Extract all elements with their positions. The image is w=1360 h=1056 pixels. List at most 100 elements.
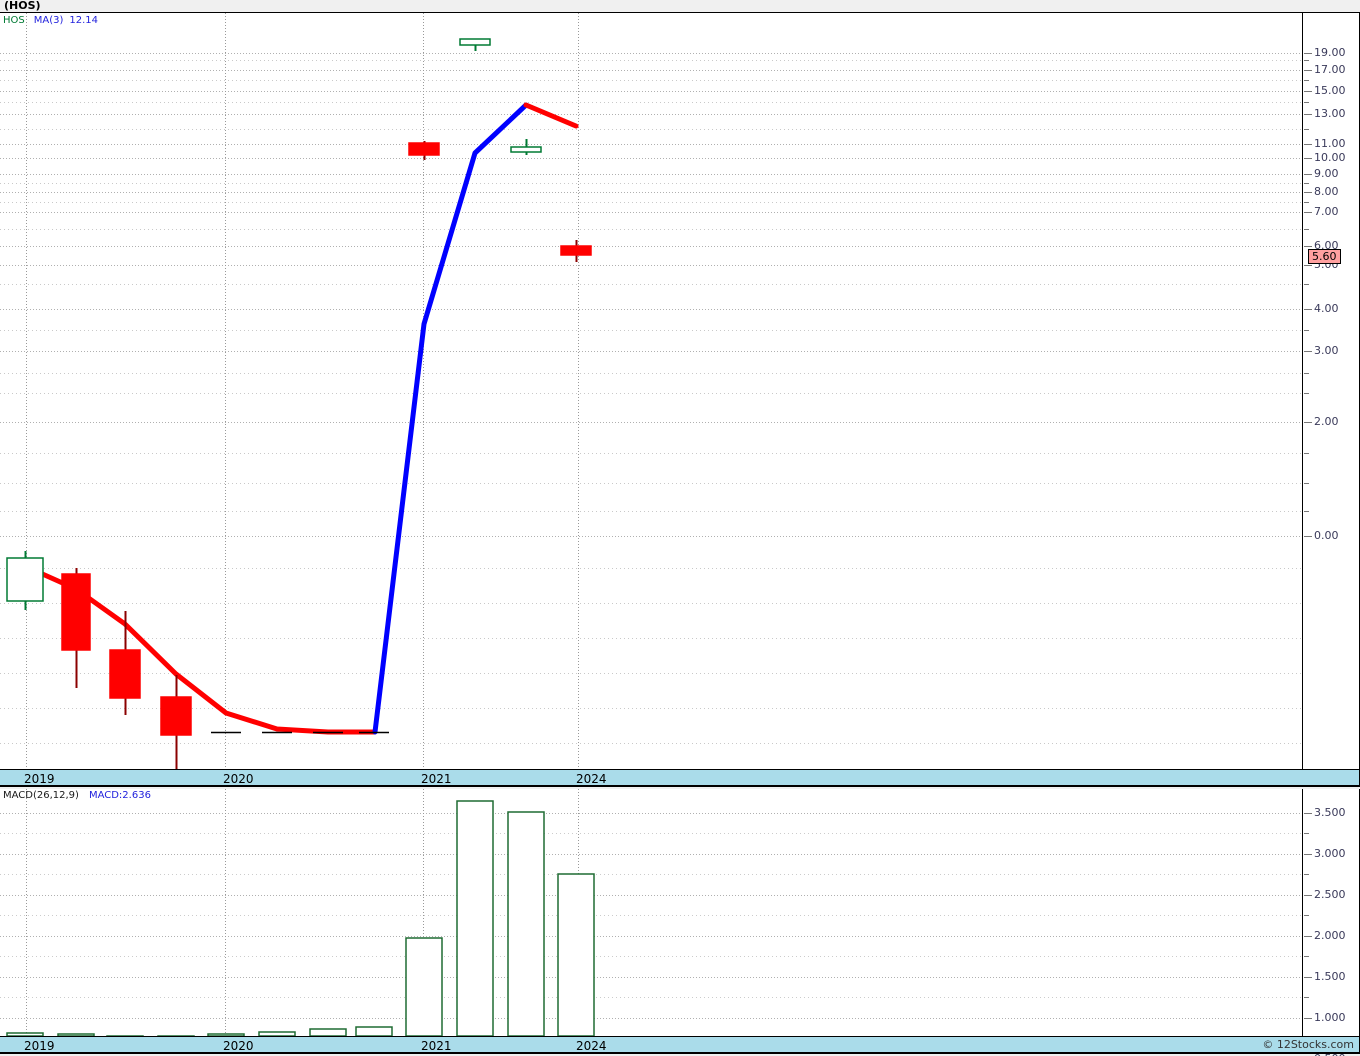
candle-3 [160, 675, 192, 769]
candle-1 [61, 568, 91, 688]
year-label-2019-0: 2019 [24, 772, 55, 786]
macd-tick-mark-1 [1304, 854, 1312, 855]
trend-line-downtrend [523, 102, 579, 129]
price-tick-label-4: 11.00 [1314, 137, 1346, 150]
price-tick-label-3: 13.00 [1314, 107, 1346, 120]
price-legend: HOS MA(3) 12.14 [3, 15, 98, 26]
price-minor-tick-6 [1304, 229, 1309, 230]
price-tick-mark-13 [1304, 422, 1312, 423]
year-label-2021-0: 2021 [421, 772, 452, 786]
macd-tick-label-3: 2.000 [1314, 929, 1346, 942]
macd-tick-label-6: 0.500 [1314, 1053, 1346, 1056]
macd-legend-name: MACD(26,12,9) [3, 790, 79, 801]
page-title: (HOS) [4, 0, 41, 12]
year-label-2024-1: 2024 [576, 1039, 607, 1053]
price-minor-tick-13 [1304, 511, 1309, 512]
candle-11 [560, 240, 592, 262]
price-tick-mark-14 [1304, 536, 1312, 537]
price-tick-mark-10 [1304, 265, 1312, 266]
macd-tick-label-5: 1.000 [1314, 1011, 1346, 1024]
macd-legend: MACD(26,12,9) MACD:2.636 [3, 790, 151, 801]
macd-bar-11 [557, 873, 595, 1036]
legend-indicator: MA(3) [33, 15, 64, 26]
candle-9 [459, 38, 491, 51]
macd-tick-label-1: 3.000 [1314, 847, 1346, 860]
macd-bar-7 [355, 1026, 393, 1036]
macd-y-axis: 3.500 3.000 2.500 2.000 1.500 1.000 0.500 [1303, 789, 1360, 1056]
macd-bar-1 [57, 1033, 95, 1036]
macd-legend-value: MACD:2.636 [88, 790, 151, 801]
macd-minor-tick-4 [1304, 997, 1309, 998]
macd-bar-4 [207, 1033, 245, 1036]
price-tick-label-14: 0.00 [1314, 529, 1339, 542]
title-bar: (HOS) [0, 0, 1360, 13]
price-tick-mark-11 [1304, 309, 1312, 310]
macd-x-axis: 2019 2020 2021 2024 [0, 1036, 1303, 1054]
trend-line-uptrend [372, 102, 529, 735]
year-label-2020-0: 2020 [223, 772, 254, 786]
macd-minor-tick-1 [1304, 874, 1309, 875]
price-tick-label-0: 19.00 [1314, 46, 1346, 59]
year-label-2024-0: 2024 [576, 772, 607, 786]
price-tick-label-12: 3.00 [1314, 344, 1339, 357]
macd-bar-8 [405, 937, 443, 1036]
price-y-axis: 19.00 17.00 15.00 13.00 11.00 10.00 9.00 8.00 7.… [1303, 13, 1360, 769]
price-minor-tick-11 [1304, 453, 1309, 454]
price-tick-mark-6 [1304, 174, 1312, 175]
price-minor-tick-10 [1304, 393, 1309, 394]
price-minor-tick-0 [1304, 60, 1309, 61]
price-tick-label-9: 6.00 [1314, 239, 1339, 252]
macd-bar-6 [309, 1028, 347, 1036]
year-label-2021-1: 2021 [421, 1039, 452, 1053]
candle-8 [408, 141, 440, 160]
macd-bar-10 [507, 811, 545, 1036]
price-tick-mark-7 [1304, 192, 1312, 193]
price-tick-mark-8 [1304, 212, 1312, 213]
price-x-axis: 2019 2020 2021 2024 [0, 769, 1303, 787]
price-minor-tick-8 [1304, 330, 1309, 331]
price-tick-mark-9 [1304, 246, 1312, 247]
macd-bar-0 [6, 1032, 44, 1036]
price-minor-tick-1 [1304, 80, 1309, 81]
macd-tick-label-2: 2.500 [1314, 888, 1346, 901]
copyright-notice: © 12Stocks.com [1262, 1038, 1354, 1051]
legend-indicator-value: 12.14 [69, 15, 99, 26]
price-tick-mark-4 [1304, 144, 1312, 145]
price-chart-panel[interactable]: HOS MA(3) 12.14 [0, 13, 1303, 769]
legend-symbol: HOS [3, 15, 25, 26]
price-minor-tick-12 [1304, 483, 1309, 484]
price-tick-mark-5 [1304, 158, 1312, 159]
candle-body-2 [109, 649, 141, 699]
candle-body-3 [160, 696, 192, 736]
price-tick-mark-2 [1304, 91, 1312, 92]
macd-minor-tick-0 [1304, 833, 1309, 834]
candle-body-0 [6, 557, 44, 602]
macd-tick-mark-4 [1304, 977, 1312, 978]
price-tick-label-11: 4.00 [1314, 302, 1339, 315]
price-tick-mark-12 [1304, 351, 1312, 352]
candle-0 [6, 551, 44, 610]
price-tick-mark-3 [1304, 114, 1312, 115]
price-tick-label-8: 7.00 [1314, 205, 1339, 218]
price-minor-tick-2 [1304, 102, 1309, 103]
trend-lines [372, 102, 579, 735]
price-tick-label-1: 17.00 [1314, 63, 1346, 76]
year-label-2020-1: 2020 [223, 1039, 254, 1053]
macd-minor-tick-3 [1304, 956, 1309, 957]
price-gridlines [0, 13, 1302, 769]
candlestick-series [6, 38, 592, 769]
price-tick-label-7: 8.00 [1314, 185, 1339, 198]
price-minor-tick-5 [1304, 202, 1309, 203]
price-tick-label-5: 10.00 [1314, 151, 1346, 164]
price-minor-tick-7 [1304, 284, 1309, 285]
price-minor-tick-4 [1304, 183, 1309, 184]
price-tick-label-2: 15.00 [1314, 84, 1346, 97]
candle-body-11 [560, 245, 592, 256]
price-tick-mark-0 [1304, 53, 1312, 54]
macd-tick-mark-2 [1304, 895, 1312, 896]
macd-bar-9 [456, 800, 494, 1036]
candle-10 [510, 139, 542, 155]
macd-chart-panel[interactable]: MACD(26,12,9) MACD:2.636 [0, 789, 1303, 1036]
macd-tick-label-4: 1.500 [1314, 970, 1346, 983]
